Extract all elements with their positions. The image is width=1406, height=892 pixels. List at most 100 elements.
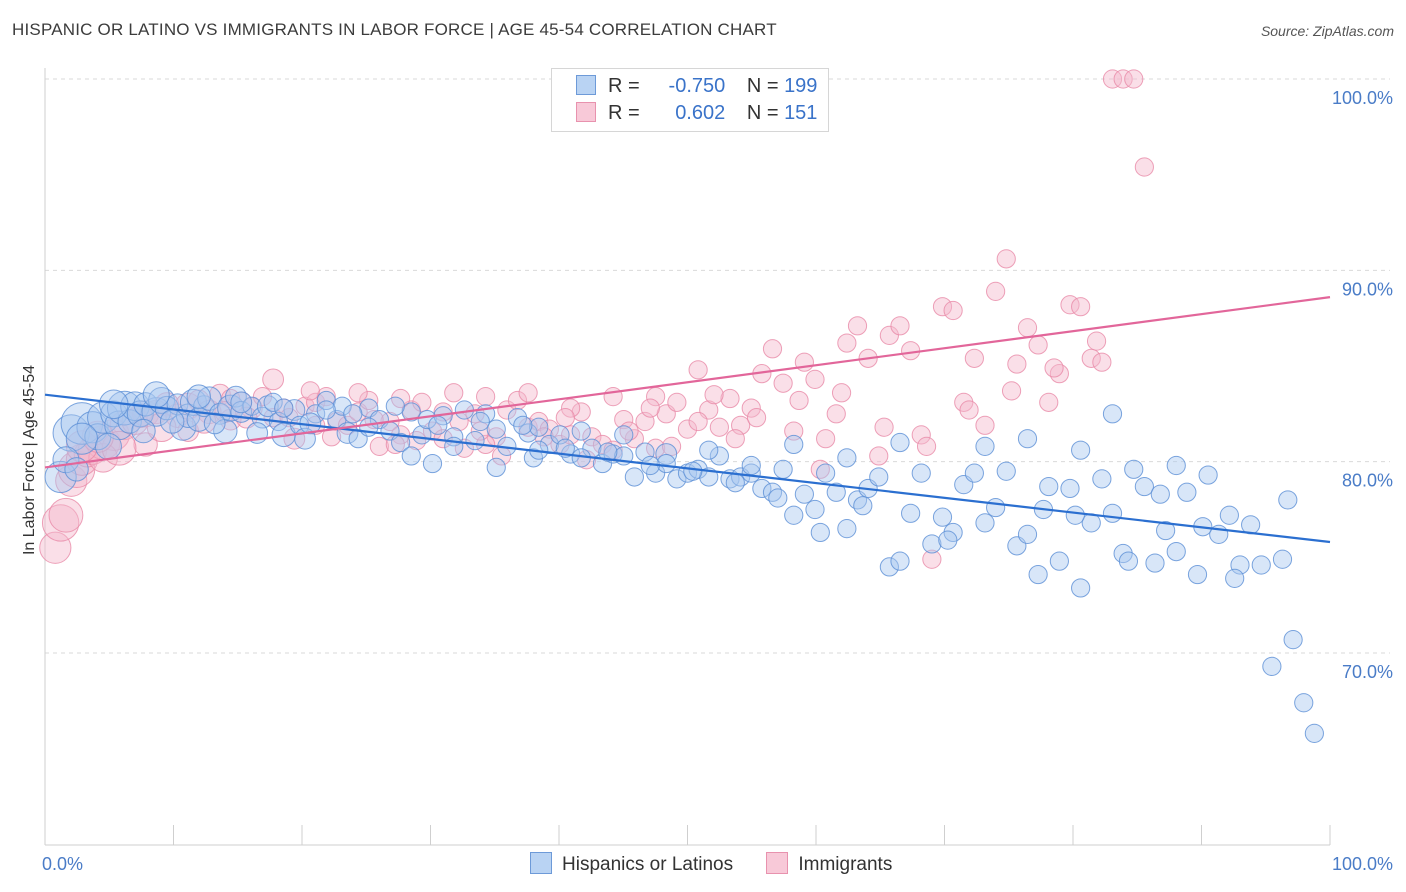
hispanics-point [826,482,846,502]
immigrants-point [746,408,767,428]
immigrants-point [816,429,836,449]
legend-item-hispanics[interactable]: Hispanics or Latinos [530,852,733,876]
hispanics-point [1134,476,1154,497]
hispanics-point [699,440,719,460]
legend-item-immigrants[interactable]: Immigrants [766,852,892,876]
immigrants-swatch [766,852,789,874]
immigrants-point [805,369,825,389]
immigrants-point [911,425,931,445]
immigrants-point [555,408,575,428]
n-label: N = [746,75,779,97]
immigrants-point [810,459,830,479]
immigrants-point [1092,352,1112,372]
immigrants-point [1039,392,1059,412]
hispanics-point [332,396,352,416]
hispanics-point [428,415,448,435]
hispanics-point [343,404,363,424]
immigrants-point [1049,364,1069,384]
immigrants-point [932,297,953,317]
hispanics-point [725,473,745,493]
hispanics-point [837,448,857,468]
immigrants-point [1071,297,1091,317]
immigrants-point [48,497,84,533]
immigrants-point [773,373,793,393]
hispanics-point [1177,482,1197,502]
immigrants-point [890,316,910,336]
hispanics-point [810,522,830,543]
hispanics-point [1283,630,1303,650]
hispanics-point [805,499,825,520]
legend-row-hispanics: R = -0.750 N = 199 [576,75,817,99]
hispanics-point [106,390,142,426]
hispanics-point [401,446,421,466]
hispanics-point [1039,476,1059,497]
hispanics-point [656,453,676,474]
hispanics-point [1081,513,1101,533]
immigrants-point [762,339,783,359]
immigrants-point [300,381,320,401]
hispanics-point [263,392,283,412]
hispanics-point [391,432,411,453]
hispanics-point [1187,564,1208,585]
immigrants-point [476,387,496,407]
hispanics-point [1251,555,1271,575]
hispanics-point [1225,568,1245,588]
n-value-hispanics: 199 [784,75,818,97]
hispanics-point [1060,478,1080,499]
hispanics-point [1145,553,1165,573]
hispanics-point [975,436,995,456]
hispanics-point [1102,503,1123,523]
hispanics-point [752,478,772,499]
hispanics-point [598,442,618,462]
y-tick-label: 100.0% [1332,88,1393,108]
x-tick-label: 100.0% [1332,854,1393,874]
y-axis-label: In Labor Force | Age 45-54 [21,365,38,555]
hispanics-point [683,461,703,481]
hispanics-point [465,431,485,451]
hispanics-point [571,421,591,441]
immigrants-point [959,400,979,420]
y-tick-label: 70.0% [1342,662,1393,682]
hispanics-point [274,398,294,418]
hispanics-point [938,530,958,550]
hispanics-point [773,459,793,479]
hispanics-point [964,463,984,483]
hispanics-point [614,425,634,445]
immigrants-point [133,432,158,457]
immigrants-point [1124,69,1144,89]
immigrants-point [619,421,639,441]
hispanics-point [624,467,644,487]
immigrants-point [359,390,379,411]
immigrants-point [412,392,432,412]
hispanics-point [1071,578,1091,598]
hispanics-point [911,463,931,483]
immigrants-point [614,409,634,430]
x-tick-label: 0.0% [42,854,83,874]
immigrants-point [39,531,72,564]
hispanics-point [768,488,788,508]
r-value-hispanics: -0.750 [668,75,726,97]
hispanics-point [784,505,804,525]
immigrants-point [262,368,285,391]
hispanics-point [1092,469,1112,489]
immigrants-point [720,388,740,409]
hispanics-point [1065,505,1085,525]
hispanics-point [901,503,921,523]
hispanics-point [1272,549,1293,569]
y-tick-label: 80.0% [1342,471,1393,491]
immigrants-point [725,429,745,449]
hispanics-point [853,496,873,516]
immigrants-point [1044,358,1064,378]
immigrants-point [348,383,368,403]
immigrants-point [704,385,724,405]
y-tick-label: 90.0% [1342,279,1393,299]
immigrants-point [646,438,666,458]
immigrants-point [916,436,937,456]
hispanics-point [470,411,490,432]
immigrants-point [826,404,846,424]
hispanics-point [879,557,899,577]
hispanics-point [422,453,443,474]
hispanics-point [1294,693,1314,713]
hispanics-point [230,391,253,414]
hispanics-point [1071,440,1091,460]
